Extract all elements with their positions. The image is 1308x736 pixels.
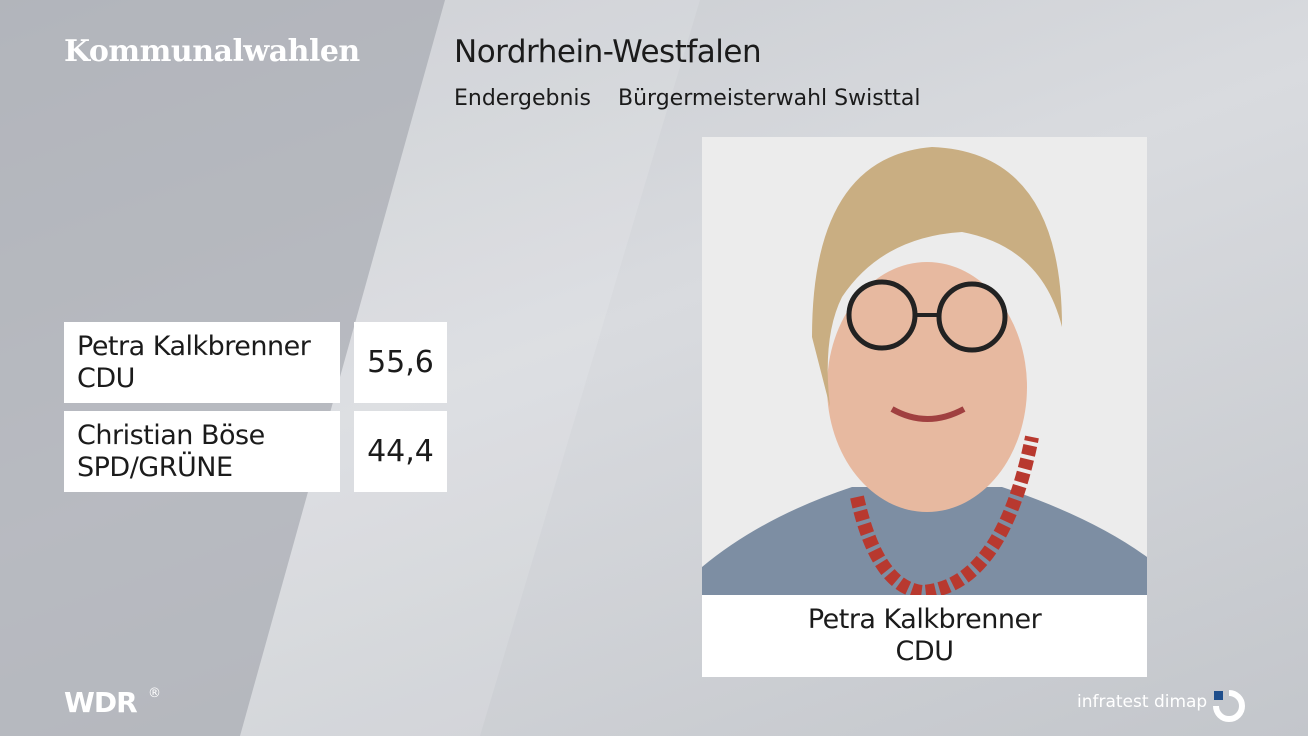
- election: Bürgermeisterwahl Swisttal: [618, 86, 921, 111]
- status: Endergebnis: [454, 86, 591, 111]
- candidate-name: Petra Kalkbrenner: [77, 331, 311, 362]
- registered-mark: ®: [148, 686, 161, 701]
- candidate-party: SPD/GRÜNE: [77, 452, 233, 483]
- winner-party: CDU: [895, 636, 954, 667]
- winner-caption: Petra Kalkbrenner CDU: [702, 595, 1147, 677]
- pollster-logo: infratest dimap: [1077, 692, 1208, 712]
- candidate-party: CDU: [77, 363, 135, 394]
- pollster-icon: [1213, 690, 1245, 722]
- region: Nordrhein-Westfalen: [454, 34, 762, 70]
- brand: Kommunalwahlen: [64, 34, 360, 69]
- candidate-box: Christian Böse SPD/GRÜNE: [64, 411, 340, 492]
- winner-name: Petra Kalkbrenner: [807, 604, 1042, 635]
- candidate-name: Christian Böse: [77, 420, 265, 451]
- broadcaster-logo: WDR: [64, 686, 138, 719]
- vote-share: 44,4: [354, 411, 447, 492]
- vote-share: 55,6: [354, 322, 447, 403]
- candidate-photo: [702, 137, 1147, 595]
- candidate-box: Petra Kalkbrenner CDU: [64, 322, 340, 403]
